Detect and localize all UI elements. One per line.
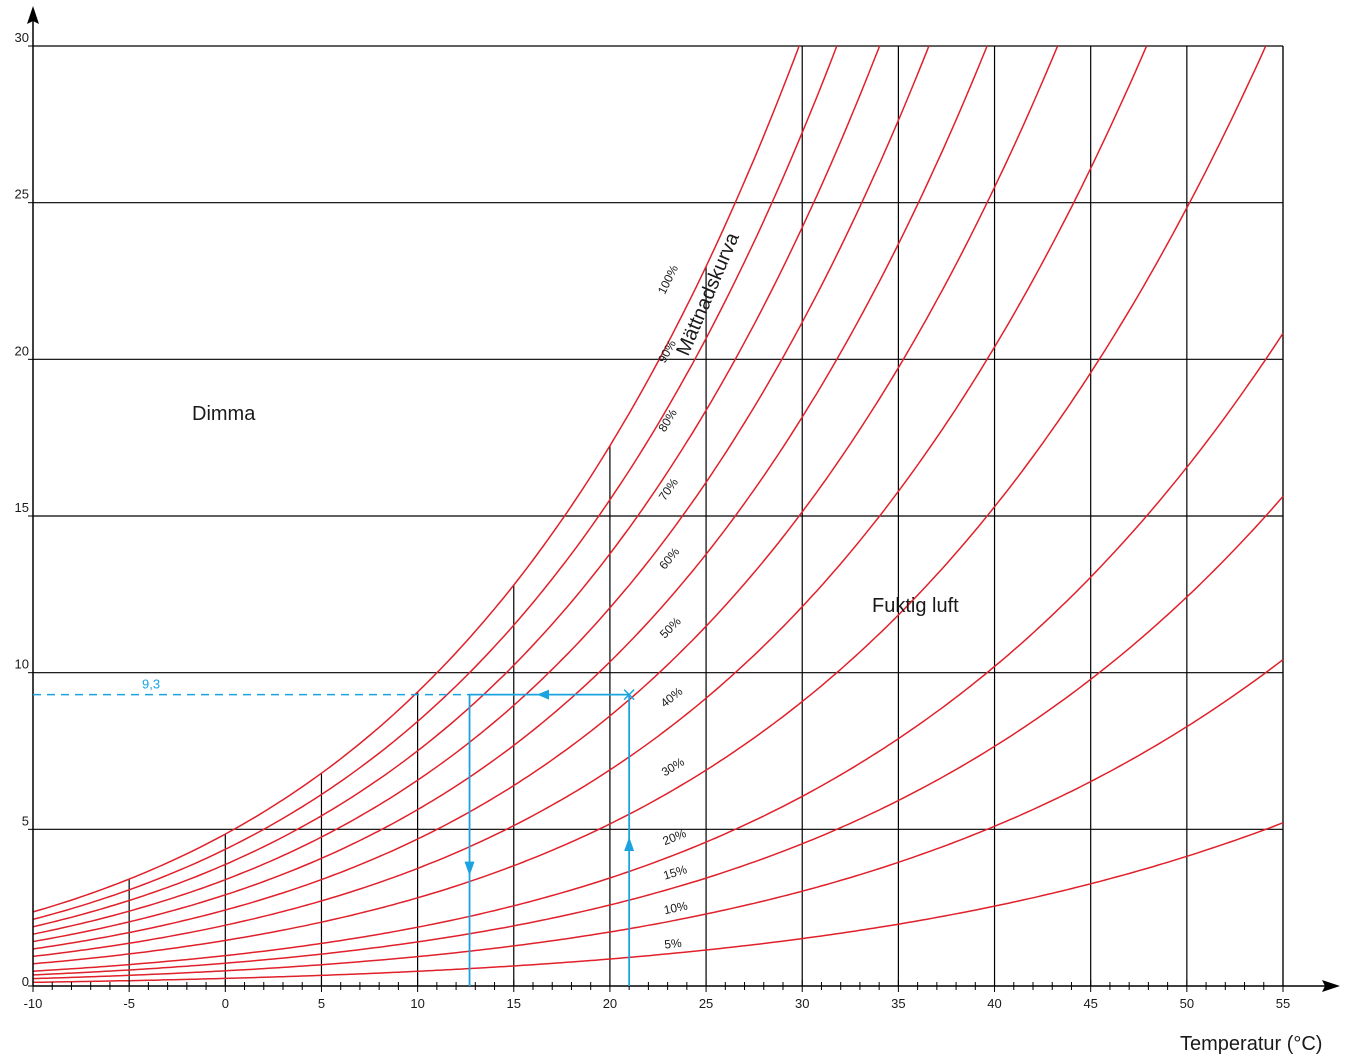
x-tick-label: 0 bbox=[222, 996, 229, 1011]
saturation-curve-label: Mättnadskurva bbox=[672, 229, 744, 359]
curve-label-80: 80% bbox=[655, 406, 680, 434]
y-tick-label: 10 bbox=[15, 657, 29, 672]
y-tick-label: 15 bbox=[15, 500, 29, 515]
x-tick-label: 20 bbox=[603, 996, 617, 1011]
x-axis-label: Temperatur (°C) bbox=[1180, 1033, 1322, 1055]
curve-40-percent bbox=[32, 45, 1148, 958]
x-tick-label: 5 bbox=[318, 996, 325, 1011]
axes bbox=[27, 6, 1340, 992]
curve-label-60: 60% bbox=[656, 545, 682, 573]
humid-air-region-label: Fuktig luft bbox=[872, 595, 959, 617]
x-tick-label: -5 bbox=[123, 996, 135, 1011]
fog-region-label: Dimma bbox=[192, 403, 256, 425]
x-tick-label: 10 bbox=[410, 996, 424, 1011]
up-arrow bbox=[624, 837, 635, 852]
curve-60-percent bbox=[32, 45, 988, 943]
curve-label-70: 70% bbox=[656, 475, 681, 503]
curve-label-15: 15% bbox=[662, 862, 689, 882]
chart-labels: Dimma Fuktig luft Mättnadskurva Temperat… bbox=[192, 229, 1322, 1055]
x-tick-label: 25 bbox=[699, 996, 713, 1011]
curve-15-percent bbox=[32, 495, 1284, 976]
x-tick-label: 50 bbox=[1180, 996, 1194, 1011]
x-tick-label: 55 bbox=[1276, 996, 1290, 1011]
curve-label-50: 50% bbox=[657, 614, 684, 641]
x-axis-arrow bbox=[1322, 980, 1340, 992]
curve-20-percent bbox=[32, 332, 1284, 972]
curve-80-percent bbox=[32, 45, 881, 928]
curve-10-percent bbox=[32, 659, 1284, 980]
curve-label-40: 40% bbox=[658, 684, 686, 710]
y-tick-label: 25 bbox=[15, 187, 29, 202]
y-tick-label: 5 bbox=[22, 813, 29, 828]
curve-label-100: 100% bbox=[655, 262, 681, 296]
curve-label-30: 30% bbox=[659, 755, 687, 780]
horizontal-gridlines bbox=[33, 45, 1283, 830]
example-annotation: 9,3 bbox=[33, 677, 635, 986]
curve-30-percent bbox=[32, 45, 1267, 965]
curve-50-percent bbox=[32, 45, 1059, 950]
humidity-curves bbox=[32, 45, 1284, 984]
curve-label-5: 5% bbox=[664, 936, 683, 952]
down-arrow bbox=[464, 861, 475, 876]
curve-90-percent bbox=[32, 45, 838, 921]
curve-100-percent bbox=[32, 45, 800, 913]
value-label: 9,3 bbox=[142, 677, 160, 692]
y-tick-label: 20 bbox=[15, 343, 29, 358]
x-tick-label: 40 bbox=[987, 996, 1001, 1011]
start-marker bbox=[623, 689, 635, 701]
axis-ticks: -10 -5 0 5 10 15 20 25 30 35 40 45 50 55 0 5 10 15 20 25 30 bbox=[15, 30, 1291, 1011]
x-tick-label: 35 bbox=[891, 996, 905, 1011]
x-tick-label: 15 bbox=[507, 996, 521, 1011]
y-axis-arrow bbox=[27, 6, 39, 24]
x-tick-label: 45 bbox=[1083, 996, 1097, 1011]
curve-label-10: 10% bbox=[663, 899, 690, 918]
y-tick-label: 30 bbox=[15, 30, 29, 45]
x-tick-label: -10 bbox=[24, 996, 43, 1011]
left-arrow bbox=[537, 689, 549, 700]
curve-70-percent bbox=[32, 45, 930, 935]
curve-5-percent bbox=[32, 822, 1284, 984]
x-tick-label: 30 bbox=[795, 996, 809, 1011]
y-tick-label: 0 bbox=[22, 974, 29, 989]
